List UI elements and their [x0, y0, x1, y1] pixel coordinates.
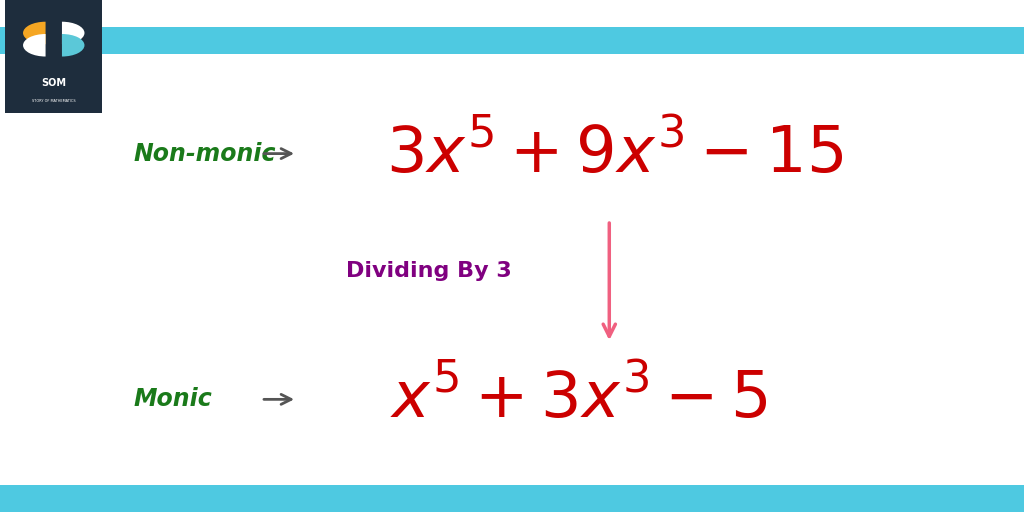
Text: SOM: SOM: [41, 78, 67, 89]
Text: $3x^5 + 9x^3 - 15$: $3x^5 + 9x^3 - 15$: [386, 122, 843, 185]
Bar: [5, 0, 102, 113]
Wedge shape: [61, 34, 84, 56]
Bar: [0, 27, 1024, 54]
Text: Dividing By 3: Dividing By 3: [346, 261, 512, 282]
Wedge shape: [61, 22, 84, 44]
Text: STORY OF MATHEMATICS: STORY OF MATHEMATICS: [32, 99, 76, 103]
Wedge shape: [23, 34, 45, 56]
Bar: [0, 485, 1024, 512]
Text: Non-monic: Non-monic: [133, 142, 275, 165]
Text: Monic: Monic: [133, 388, 212, 411]
Wedge shape: [23, 22, 45, 44]
Text: $x^5 + 3x^3 - 5$: $x^5 + 3x^3 - 5$: [390, 368, 767, 431]
